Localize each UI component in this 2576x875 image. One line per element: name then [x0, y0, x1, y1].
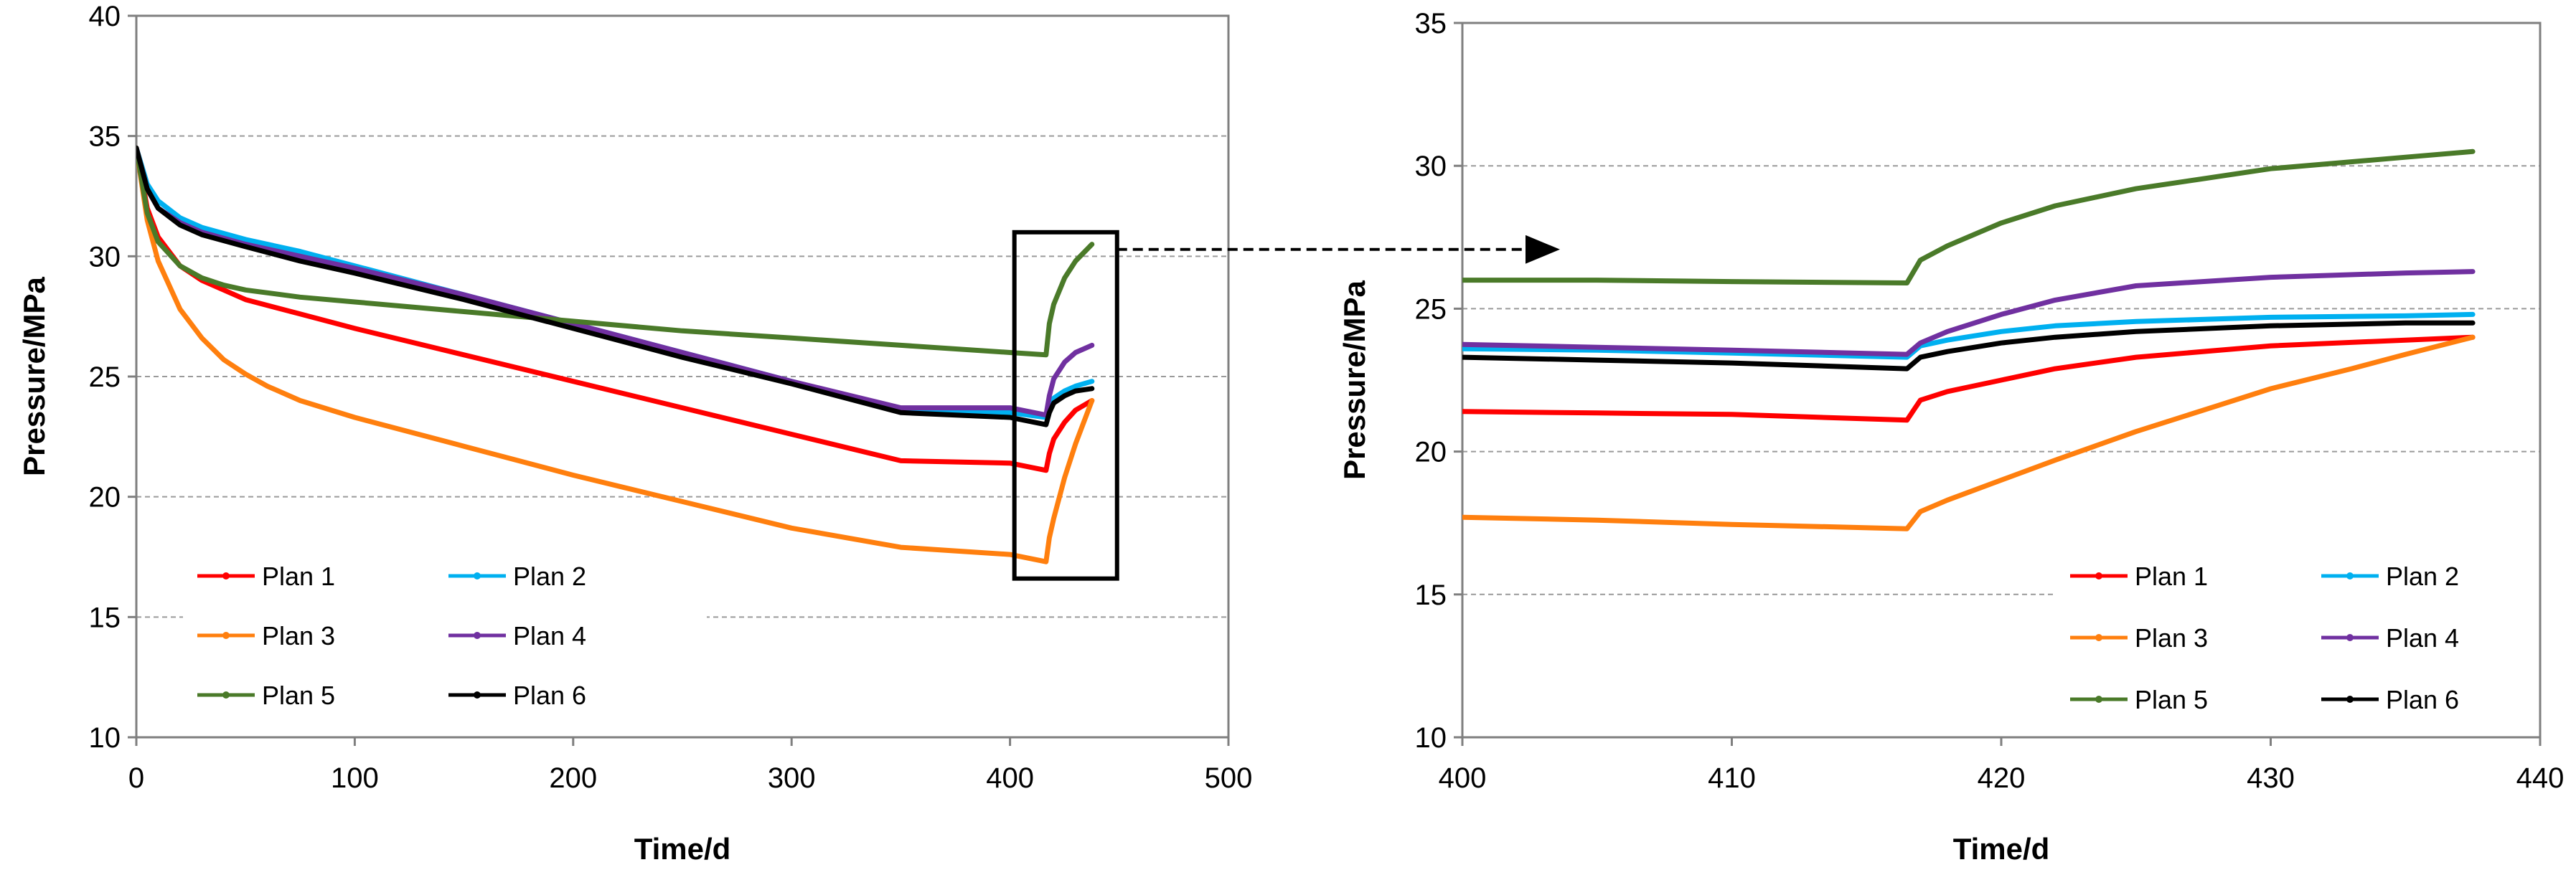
ytick-label: 10: [89, 722, 121, 754]
ytick-label: 15: [1415, 580, 1447, 611]
legend-marker: [222, 572, 230, 580]
legend-entry-plan-5: Plan 5: [197, 681, 335, 710]
legend-label: Plan 1: [262, 562, 335, 591]
legend-label: Plan 3: [2135, 623, 2208, 653]
series-line-plan-2: [1462, 311, 2476, 360]
legend-marker: [2346, 572, 2354, 580]
series-line-plan-1: [1462, 334, 2476, 423]
legend-entry-plan-6: Plan 6: [448, 681, 586, 710]
legend-label: Plan 3: [262, 621, 335, 651]
ytick-label: 25: [89, 361, 121, 393]
series-lines: [1462, 148, 2476, 531]
series-line-plan-6: [1462, 320, 2476, 372]
xtick-label: 100: [331, 762, 379, 794]
legend-label: Plan 5: [2135, 685, 2208, 714]
zoom-callout: [1012, 230, 1560, 581]
ytick-label: 30: [89, 241, 121, 273]
right-chart: 10 15 20 25 30 35 400 410 420 430 440 Time/d Pressur…: [1338, 8, 2576, 866]
xtick-label: 0: [128, 762, 144, 794]
xtick-label: 420: [1978, 762, 2026, 794]
legend-marker: [222, 632, 230, 639]
ytick-label: 25: [1415, 293, 1447, 325]
legend-entry-plan-6: Plan 6: [2321, 685, 2459, 714]
xtick-label: 440: [2516, 762, 2565, 794]
legend-marker: [474, 572, 481, 580]
series-line-plan-6: [136, 145, 1095, 427]
series-lines: [136, 145, 1095, 564]
legend-entry-plan-5: Plan 5: [2070, 685, 2208, 714]
ytick-label: 30: [1415, 151, 1447, 182]
legend-label: Plan 6: [513, 681, 586, 710]
series-line-plan-4: [1462, 269, 2476, 357]
zoom-box: [1012, 230, 1119, 581]
legend-label: Plan 1: [2135, 562, 2208, 591]
ytick-label: 20: [89, 482, 121, 514]
legend-label: Plan 6: [2386, 685, 2459, 714]
legend-label: Plan 4: [513, 621, 586, 651]
series-line-plan-1: [136, 145, 1095, 473]
legend-entry-plan-3: Plan 3: [197, 621, 335, 651]
legend-label: Plan 2: [513, 562, 586, 591]
legend-marker: [2346, 696, 2354, 703]
legend-entry-plan-1: Plan 1: [197, 562, 335, 591]
ytick-label: 35: [89, 121, 121, 153]
xtick-label: 500: [1205, 762, 1253, 794]
legend-marker: [474, 632, 481, 639]
ytick-label: 20: [1415, 437, 1447, 468]
y-axis-title: Pressure/MPa: [1338, 280, 1371, 479]
xtick-label: 410: [1708, 762, 1756, 794]
legend-marker: [474, 691, 481, 699]
xtick-label: 300: [768, 762, 816, 794]
series-line-plan-5: [136, 145, 1095, 358]
series-line-plan-3: [136, 145, 1095, 564]
y-axis-title: Pressure/MPa: [17, 276, 51, 476]
xtick-label: 430: [2247, 762, 2295, 794]
legend-marker: [2095, 634, 2102, 641]
legend-entry-plan-2: Plan 2: [448, 562, 586, 591]
legend-marker: [2346, 634, 2354, 641]
xtick-label: 400: [1439, 762, 1487, 794]
ytick-label: 10: [1415, 722, 1447, 754]
series-line-plan-5: [1462, 148, 2476, 285]
legend-marker: [2095, 696, 2102, 703]
legend-background: [183, 551, 707, 737]
series-line-plan-4: [136, 145, 1095, 418]
series-line-plan-3: [1462, 334, 2476, 531]
legend-entry-plan-2: Plan 2: [2321, 562, 2459, 591]
legend-marker: [222, 691, 230, 699]
legend-label: Plan 4: [2386, 623, 2459, 653]
ytick-label: 35: [1415, 8, 1447, 39]
legend-label: Plan 5: [262, 681, 335, 710]
legend-background: [2056, 551, 2576, 743]
legend-entry-plan-1: Plan 1: [2070, 562, 2208, 591]
legend-entry-plan-3: Plan 3: [2070, 623, 2208, 653]
x-axis-title: Time/d: [1953, 832, 2050, 866]
ytick-label: 40: [89, 1, 121, 32]
legend-marker: [2095, 572, 2102, 580]
legend-entry-plan-4: Plan 4: [448, 621, 586, 651]
legend-entry-plan-4: Plan 4: [2321, 623, 2459, 653]
legend-label: Plan 2: [2386, 562, 2459, 591]
xtick-label: 200: [549, 762, 597, 794]
x-axis-title: Time/d: [634, 832, 731, 866]
xtick-label: 400: [986, 762, 1034, 794]
ytick-label: 15: [89, 602, 121, 633]
